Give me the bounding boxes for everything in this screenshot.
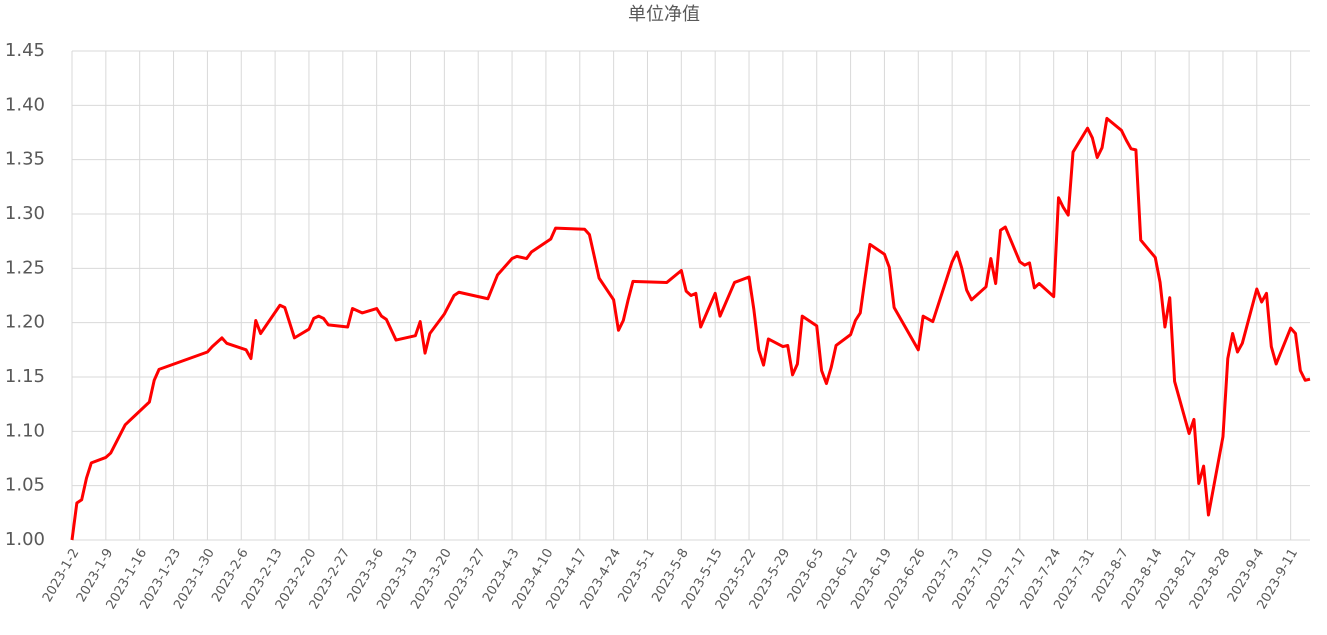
y-tick-label: 1.30 bbox=[5, 203, 45, 224]
y-tick-label: 1.20 bbox=[5, 312, 45, 333]
y-tick-label: 1.40 bbox=[5, 94, 45, 115]
y-tick-label: 1.10 bbox=[5, 420, 45, 441]
y-tick-label: 1.35 bbox=[5, 149, 45, 170]
y-tick-label: 1.45 bbox=[5, 40, 45, 61]
chart-title: 单位净值 bbox=[628, 4, 700, 25]
y-tick-label: 1.25 bbox=[5, 257, 45, 278]
data-line bbox=[70, 116, 1311, 541]
y-tick-label: 1.05 bbox=[5, 475, 45, 496]
y-tick-label: 1.15 bbox=[5, 366, 45, 387]
y-tick-label: 1.00 bbox=[5, 529, 45, 550]
